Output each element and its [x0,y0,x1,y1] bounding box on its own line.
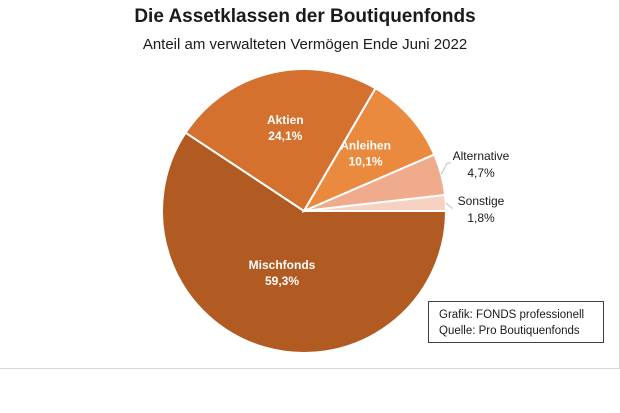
slice-label-alternative: Alternative 4,7% [440,149,510,180]
leader-line [445,202,454,209]
leader-line [440,162,451,175]
slice-label-sonstige: Sonstige 1,8% [445,194,505,225]
pie-slice-mischfonds [161,131,448,354]
pie-slice-anleihen [301,86,436,214]
chart-title: Die Assetklassen der Boutiquenfonds [134,6,476,27]
slice-name-label: Sonstige [458,194,505,208]
slice-value-label: 10,1% [349,154,383,168]
slice-value-label: 1,8% [467,211,495,225]
chart-subtitle: Anteil am verwalteten Vermögen Ende Juni… [142,36,468,53]
slice-label-mischfonds: Mischfonds 59,3% [249,258,316,288]
slice-name-label: Alternative [453,149,510,163]
pie-slice-sonstige [303,193,448,212]
slice-label-anleihen: Anleihen 10,1% [340,138,391,168]
slice-name-label: Anleihen [340,138,391,152]
pie-slice-aktien [184,68,377,213]
slice-label-aktien: Aktien 24,1% [267,113,304,143]
source-origin-line: Quelle: Pro Boutiquenfonds [439,325,580,337]
slice-value-label: 59,3% [265,274,299,288]
slice-name-label: Aktien [267,113,304,127]
slice-value-label: 4,7% [467,166,495,180]
slice-value-label: 24,1% [268,129,302,143]
source-credit-line: Grafik: FONDS professionell [439,309,585,321]
slice-name-label: Mischfonds [249,258,316,272]
source-box: Grafik: FONDS professionell Quelle: Pro … [428,301,604,343]
